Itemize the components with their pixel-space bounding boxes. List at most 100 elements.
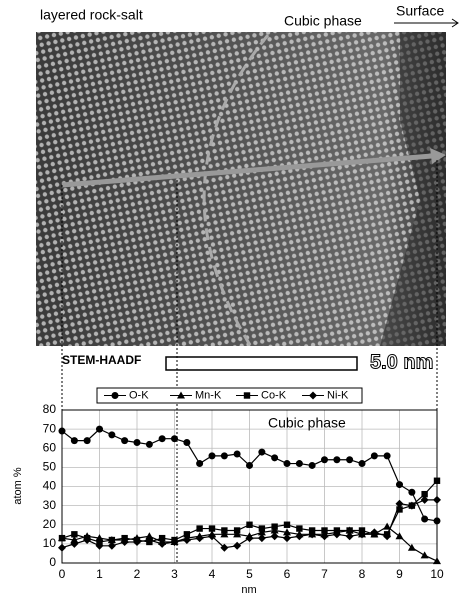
grid [61,409,438,564]
marker [396,481,403,489]
marker [195,534,204,543]
phase-boundary [202,34,270,346]
marker [58,534,66,542]
marker [257,534,266,543]
marker [158,534,166,542]
marker [108,431,116,439]
marker [208,525,216,532]
marker [221,527,228,534]
surface-arrow-head [451,18,459,28]
marker [332,530,341,539]
marker [158,539,167,548]
marker [395,499,404,508]
marker [246,461,253,469]
marker [258,525,266,532]
marker [421,515,429,523]
marker [145,532,154,540]
marker [383,532,392,541]
marker [345,532,354,541]
marker [108,536,116,544]
marker [396,506,403,513]
marker [321,527,328,534]
detector-label: STEM-HAADF [62,353,141,367]
x-tick-label: 2 [134,567,141,581]
x-tick-label: 5 [246,567,253,581]
marker [220,530,229,538]
marker [233,530,242,538]
marker [420,551,429,559]
marker [233,541,242,550]
atom-lattice [36,32,446,346]
marker [83,536,92,545]
legend-label: O-K [129,389,149,401]
marker [395,532,404,540]
left-phase-label: layered rock-salt [40,7,143,23]
marker [145,536,154,545]
legend-marker [177,391,185,399]
scale-label: 5.0 nm [370,351,433,373]
marker [170,537,179,546]
marker [208,532,216,541]
marker [183,439,191,447]
marker [121,437,129,445]
marker [358,530,366,539]
marker [70,437,78,445]
x-tick-label: 10 [430,567,444,581]
y-tick-label: 10 [43,536,57,550]
marker [71,531,78,538]
guide-lines [61,160,438,563]
x-tick-label: 6 [284,567,291,581]
legend-marker [111,392,119,399]
marker [433,495,441,504]
y-tick-label: 60 [43,440,57,454]
marker [120,537,129,546]
legend-marker [243,392,251,399]
marker [258,448,266,456]
marker [370,528,379,537]
x-tick-label: 4 [209,567,216,581]
x-tick-label: 7 [321,567,328,581]
marker [383,522,392,530]
marker [283,521,291,528]
marker [145,440,153,448]
marker [245,534,254,543]
marker [296,525,303,532]
y-axis-label: atom % [12,467,24,505]
marker [320,532,329,541]
marker [283,460,291,468]
marker [346,456,354,464]
y-tick-label: 0 [49,555,56,569]
marker [133,439,141,447]
marker [233,527,241,534]
marker [58,427,66,435]
legend-label: Mn-K [195,389,222,401]
marker [308,461,316,469]
marker [295,532,304,541]
marker [220,452,228,460]
marker [407,501,416,510]
marker [283,528,291,536]
marker [433,477,441,484]
marker [383,452,391,460]
marker [271,454,279,462]
marker [421,490,428,498]
y-tick-label: 70 [43,421,57,435]
x-tick-label: 1 [96,567,103,581]
legend-label: Co-K [261,389,287,401]
marker [107,541,116,550]
y-tick-label: 40 [43,479,57,493]
marker [358,460,366,468]
marker [246,521,253,528]
scale-bar [165,356,358,371]
marker [96,425,103,433]
x-tick-label: 0 [59,567,66,581]
marker [420,495,429,504]
legend-label: Ni-K [327,389,349,401]
marker [133,537,141,546]
marker [58,543,66,552]
marker [408,488,416,496]
marker [183,531,191,538]
marker [95,541,104,550]
annotation: Cubic phase [268,415,346,431]
